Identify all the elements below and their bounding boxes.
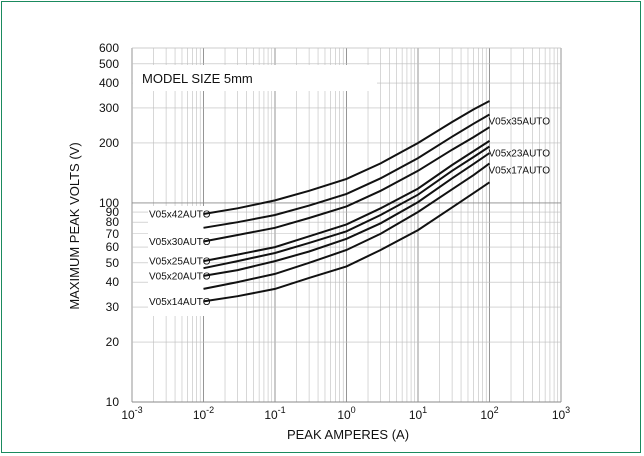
series-label: V05x35AUTO xyxy=(489,117,551,128)
y-tick-label: 200 xyxy=(99,136,119,150)
series-layer xyxy=(203,100,491,303)
y-tick-label: 10 xyxy=(106,395,120,409)
series-label: V05x20AUTO xyxy=(149,271,211,282)
series-label: V05x42AUTO xyxy=(149,209,211,220)
y-tick-label: 20 xyxy=(106,335,120,349)
series-label-layer: V05x42AUTO V05x35AUTO V05x30AUTO V05x25AUTO… xyxy=(149,117,550,308)
x-tick-label: 100 xyxy=(337,405,355,422)
series-line xyxy=(203,181,491,303)
y-axis-title: MAXIMUM PEAK VOLTS (V) xyxy=(67,142,82,309)
model-label-box xyxy=(133,65,377,91)
series-label: V05x30AUTO xyxy=(149,237,211,248)
series-line xyxy=(203,145,491,270)
model-size-label: MODEL SIZE 5mm xyxy=(142,71,253,86)
y-tick-label: 80 xyxy=(106,215,120,229)
y-tick-label: 500 xyxy=(99,57,119,71)
series-label: V05x14AUTO xyxy=(149,297,211,308)
series-label: V05x23AUTO xyxy=(489,149,551,160)
y-tick-label: 70 xyxy=(106,227,120,241)
y-tick-label: 50 xyxy=(106,256,120,270)
x-tick-label: 102 xyxy=(480,405,498,422)
y-tick-label: 600 xyxy=(99,41,119,55)
x-tick-label: 10-1 xyxy=(264,405,285,422)
y-tick-label: 30 xyxy=(106,300,120,314)
x-tick-label: 10-3 xyxy=(121,405,142,422)
x-tick-label: 10-2 xyxy=(193,405,214,422)
y-tick-label: 300 xyxy=(99,101,119,115)
left-label-mask xyxy=(148,206,210,316)
series-line xyxy=(203,113,491,229)
series-label: V05x25AUTO xyxy=(149,257,211,268)
y-tick-label: 60 xyxy=(106,240,120,254)
y-tick-label: 90 xyxy=(106,205,120,219)
x-tick-label: 101 xyxy=(409,405,427,422)
series-line xyxy=(203,126,491,243)
tick-label-layer: 10-3 10-2 10-1 100 101 102 103 10 20 30 40 50 607080… xyxy=(99,41,570,422)
y-tick-label: 40 xyxy=(106,275,120,289)
y-tick-label: 100 xyxy=(99,196,119,210)
series-label: V05x17AUTO xyxy=(489,165,551,176)
series-line xyxy=(203,100,490,215)
series-line xyxy=(203,152,491,277)
x-axis-title: PEAK AMPERES (A) xyxy=(287,427,409,442)
y-tick-label: 400 xyxy=(99,76,119,90)
series-line xyxy=(203,140,491,263)
grid-layer xyxy=(131,47,562,403)
series-line xyxy=(203,162,491,290)
x-tick-label: 103 xyxy=(552,405,570,422)
